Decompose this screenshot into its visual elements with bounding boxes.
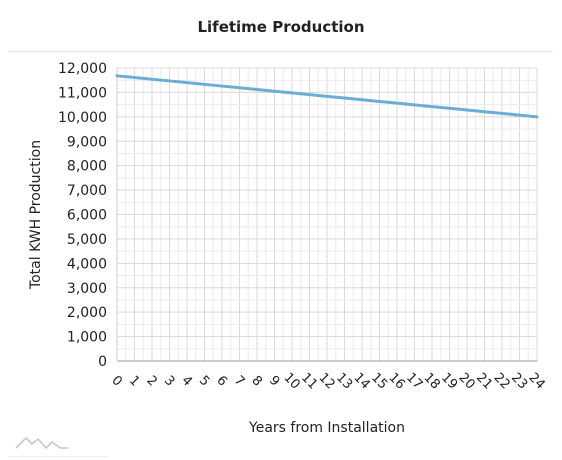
title-divider [8,51,553,52]
y-tick-label: 3,000 [67,281,107,297]
y-tick-label: 9,000 [67,134,107,150]
x-tick-label: 2 [143,373,159,389]
y-tick-label: 2,000 [67,305,107,321]
x-tick-label: 3 [161,373,177,389]
x-tick-label: 0 [108,373,124,389]
series-line [115,74,539,119]
x-tick-label: 7 [231,373,247,389]
y-tick-label: 1,000 [67,330,107,346]
y-tick-label: 4,000 [67,256,107,272]
x-tick-label: 24 [525,370,547,392]
x-tick-label: 4 [178,373,194,389]
y-tick-label: 10,000 [58,110,107,126]
x-tick-label: 6 [213,373,229,389]
y-tick-label: 12,000 [58,61,107,77]
chart-title: Lifetime Production [197,18,365,36]
y-axis-title: Total KWH Production [28,140,44,290]
y-tick-label: 0 [98,354,107,370]
y-tick-label: 8,000 [67,159,107,175]
x-tick-label: 8 [248,373,264,389]
y-tick-label: 7,000 [67,183,107,199]
y-tick-label: 5,000 [67,232,107,248]
x-tick-label: 5 [196,373,212,389]
x-tick-label: 1 [126,373,142,389]
bottom-divider [8,456,108,457]
x-axis-title: Years from Installation [248,420,405,436]
mountain-logo-icon [15,437,68,449]
x-tick-label: 9 [266,373,282,389]
y-tick-label: 6,000 [67,208,107,224]
y-tick-label: 11,000 [58,85,107,101]
